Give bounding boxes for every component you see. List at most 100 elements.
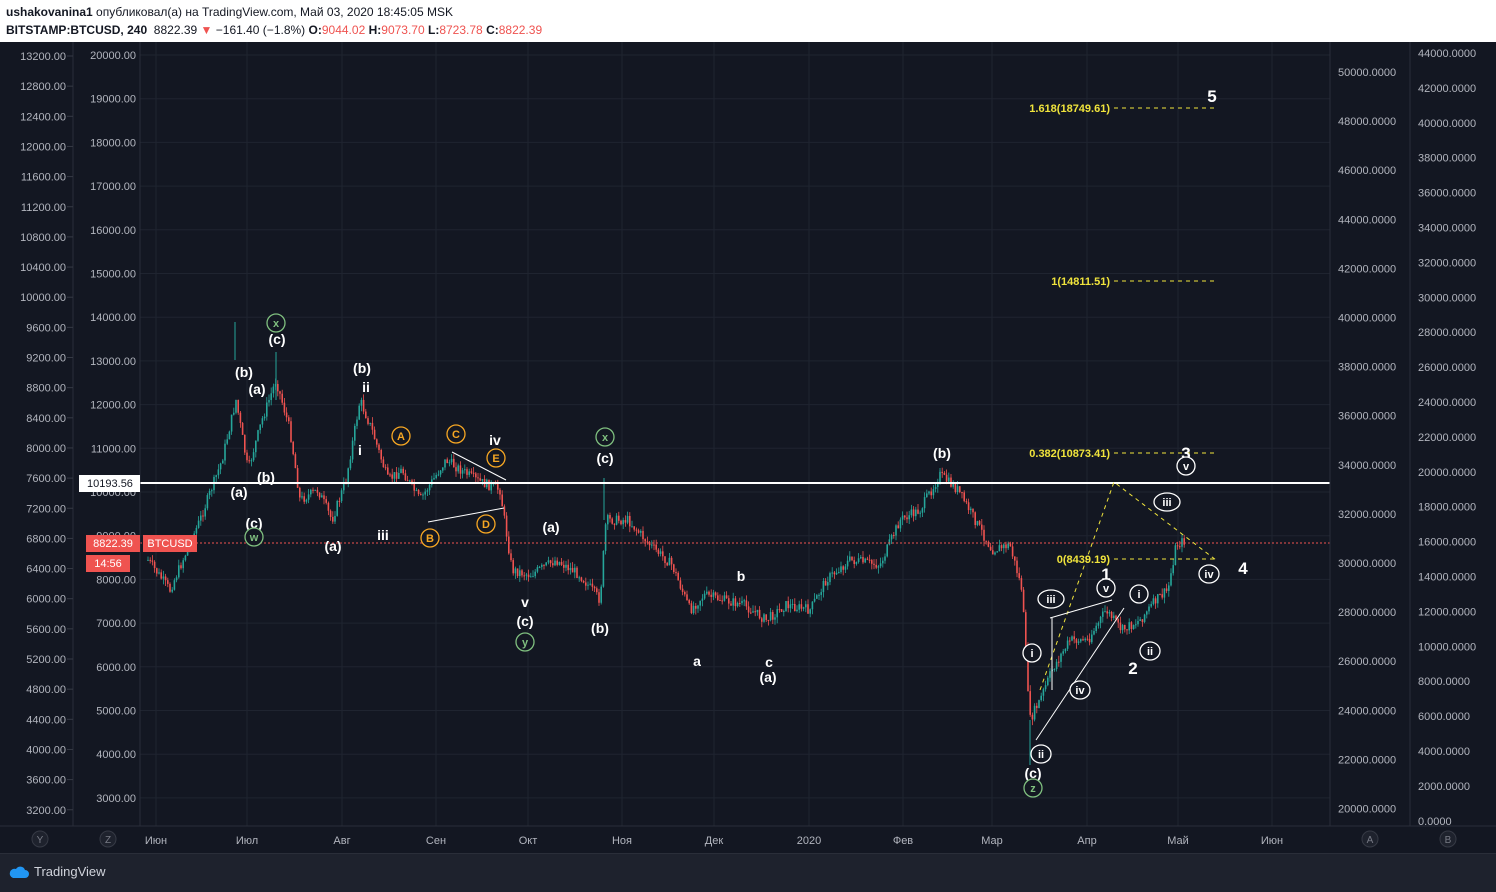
candle-body	[899, 519, 902, 529]
candle-body	[963, 492, 965, 502]
left-scale-2-tick: 20000.00	[90, 50, 136, 62]
candle-body	[589, 583, 591, 585]
candle-body	[959, 486, 961, 493]
left-scale-2-tick: 6000.00	[96, 662, 136, 674]
candle-body	[989, 546, 992, 551]
left-scale-1-tick: 11200.00	[21, 202, 66, 214]
right-scale-1-tick: 36000.0000	[1338, 411, 1396, 423]
candle-body	[840, 566, 842, 573]
time-label: Мар	[981, 835, 1003, 847]
candle-body	[948, 477, 950, 482]
candle-body	[666, 562, 668, 566]
candle-body	[215, 475, 217, 477]
circled-label-ring	[1153, 492, 1181, 512]
candle-body	[1110, 611, 1113, 618]
candle-body	[701, 598, 704, 601]
high-value: 9073.70	[381, 23, 425, 37]
circled-label: i	[1030, 648, 1033, 660]
candle-body	[1146, 611, 1148, 615]
candle-body	[417, 489, 420, 495]
candle-body	[398, 472, 400, 479]
candle-body	[202, 515, 204, 517]
triangle-upper-line	[451, 451, 507, 481]
candle-body	[961, 492, 963, 494]
candle-body	[904, 515, 906, 518]
candle-body	[470, 471, 473, 473]
right-scale-2-tick: 26000.0000	[1418, 362, 1476, 374]
circled-label-ring	[420, 528, 440, 548]
publish-line: ushakovanina1 опубликовал(а) на TradingV…	[6, 5, 453, 19]
candle-body	[992, 550, 994, 555]
wave-label: 1	[1101, 565, 1110, 584]
wave-label: iv	[489, 432, 501, 448]
candle-body	[184, 555, 187, 561]
candle-body	[1060, 653, 1062, 662]
left-scale-1-tick: 10800.00	[20, 232, 66, 244]
symbol-name[interactable]: BITSTAMP:BTCUSD, 240	[6, 23, 148, 37]
candle-body	[767, 619, 770, 621]
candle-body	[519, 570, 521, 577]
scale-button-label: Z	[105, 835, 111, 846]
candle-body	[703, 593, 706, 599]
candle-body	[545, 562, 547, 566]
left-scale-2-tick: 12000.00	[90, 400, 136, 412]
candle-body	[620, 520, 622, 525]
candle-body	[879, 563, 882, 567]
candle-body	[629, 515, 631, 527]
chart-canvas[interactable]: 1.618(18749.61) 1(14811.51) 0.382(10873.41…	[0, 42, 1496, 891]
candle-body	[1025, 612, 1027, 648]
cloud-icon	[9, 866, 30, 878]
tradingview-logo[interactable]: TradingView	[8, 864, 106, 879]
candle-body	[893, 534, 895, 536]
right-scale-2-tick: 20000.0000	[1418, 467, 1476, 479]
candle-body	[1071, 636, 1073, 641]
candle-body	[1077, 641, 1080, 643]
author-name[interactable]: ushakovanina1	[6, 5, 93, 19]
candle-body	[169, 583, 171, 592]
wave-label: (a)	[324, 538, 341, 554]
candle-body	[318, 492, 321, 498]
candle-body	[369, 422, 371, 424]
candle-body	[563, 564, 565, 568]
time-label: 2020	[797, 835, 821, 847]
right-scale-2-tick: 34000.0000	[1418, 223, 1476, 235]
candle-body	[389, 474, 391, 476]
candle-body	[576, 567, 578, 578]
candle-body	[593, 586, 596, 589]
candle-body	[1022, 589, 1025, 613]
candle-body	[442, 467, 444, 471]
candle-body	[1139, 619, 1141, 622]
candle-body	[1000, 545, 1003, 549]
left-scale-1-bg	[0, 42, 73, 826]
circled-label: iv	[1204, 569, 1214, 581]
candle-body	[457, 465, 459, 472]
circled-label-ring	[1176, 456, 1196, 476]
candle-body	[719, 600, 721, 602]
footer-bar: TradingView	[0, 853, 1496, 892]
candle-body	[646, 541, 649, 543]
candle-body	[1179, 546, 1181, 548]
candle-body	[807, 604, 809, 614]
scale-button	[1439, 830, 1457, 848]
candle-body	[571, 567, 574, 573]
candle-body	[761, 618, 763, 622]
left-scale-1-tick: 9600.00	[26, 322, 66, 334]
right-scale-1-tick: 32000.0000	[1338, 509, 1396, 521]
candle-body	[849, 556, 851, 561]
wave-label: (c)	[516, 613, 533, 629]
wave-label: (a)	[230, 484, 247, 500]
circled-label-ring	[476, 514, 496, 534]
candle-body	[860, 556, 862, 559]
left-scale-1-tick: 9200.00	[26, 353, 66, 365]
candle-body	[846, 560, 849, 567]
current-price-tag-bg	[86, 535, 140, 552]
time-label: Июн	[1261, 835, 1283, 847]
candle-body	[301, 496, 303, 498]
right-scale-2-tick: 14000.0000	[1418, 572, 1476, 584]
candle-body	[695, 605, 697, 609]
candle-body	[332, 516, 334, 522]
candle-body	[906, 517, 908, 520]
circled-label: ii	[1038, 749, 1044, 761]
left-scale-1-tick: 10000.00	[20, 292, 66, 304]
candle-body	[653, 544, 655, 546]
